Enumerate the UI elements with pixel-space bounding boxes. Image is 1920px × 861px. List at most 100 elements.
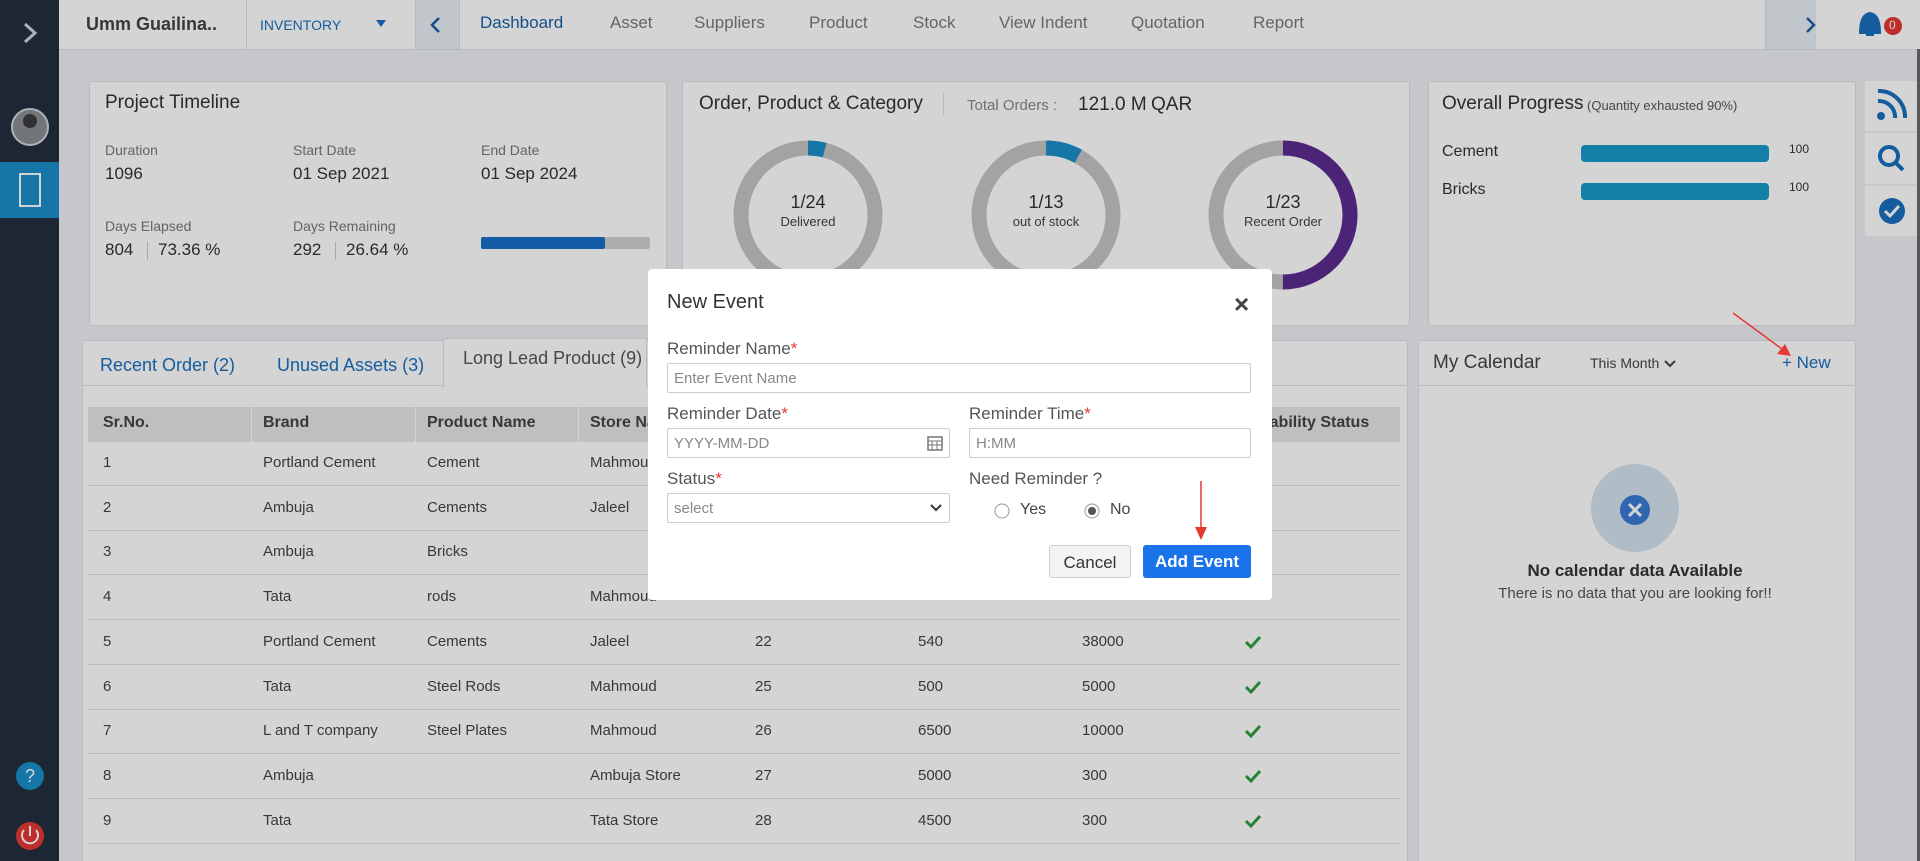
table-cell: 25	[755, 677, 772, 695]
radio[interactable]	[994, 503, 1010, 519]
column-header[interactable]: Sr.No.	[103, 414, 150, 431]
check-icon[interactable]	[1879, 198, 1905, 224]
nav-item[interactable]: Suppliers	[694, 13, 765, 32]
nav-item[interactable]: Quotation	[1131, 13, 1205, 32]
input[interactable]: select	[667, 493, 950, 523]
donut-segment	[733, 140, 883, 290]
total-label: Total Orders :	[967, 97, 1058, 114]
notification-count: 0	[1889, 18, 1896, 32]
table-cell: 4500	[918, 811, 952, 829]
nav-glyphs	[376, 11, 1902, 36]
avatar-head	[23, 114, 37, 128]
table-cell: Portland Cement	[263, 454, 376, 471]
field-label: Start Date	[293, 142, 357, 158]
table-cell: Steel Plates	[427, 722, 508, 740]
table-cell: 2	[103, 498, 112, 516]
calendar-icon	[927, 436, 943, 451]
nav-item[interactable]: Asset	[610, 13, 653, 32]
table-cell: rods	[427, 588, 457, 606]
table-cell: 3	[103, 543, 112, 561]
input[interactable]: YYYY-MM-DD	[667, 428, 950, 458]
card-note: (Quantity exhausted 90%)	[1587, 98, 1738, 113]
field-label: Need Reminder ?	[969, 469, 1103, 488]
nav-prev[interactable]	[415, 0, 460, 49]
table-cell: Jaleel	[590, 632, 630, 650]
column-divider	[251, 407, 252, 442]
table-cell: L and T company	[263, 722, 378, 740]
field-percent: 26.64 %	[346, 240, 409, 259]
column-header[interactable]: Brand	[263, 414, 310, 431]
table-cell: 26	[755, 722, 772, 740]
table-cell: Cement	[427, 454, 480, 471]
close-button[interactable]: ×	[1234, 289, 1250, 319]
field-label: Reminder Time*	[969, 404, 1091, 423]
prev-glyph	[430, 17, 440, 33]
table-cell: 7	[103, 722, 112, 740]
rss-icon[interactable]	[1877, 88, 1908, 120]
placeholder: YYYY-MM-DD	[674, 435, 770, 452]
table-cell: 9	[103, 811, 112, 829]
table-cell: Ambuja Store	[590, 766, 681, 784]
new-event-link[interactable]: + New	[1782, 353, 1831, 372]
radio[interactable]	[1084, 503, 1100, 519]
row-border	[88, 842, 1400, 844]
submit-button[interactable]: Add Event	[1143, 545, 1251, 578]
tab[interactable]: Recent Order (2)	[100, 355, 236, 375]
nav-item[interactable]: View Indent	[999, 13, 1088, 32]
search-icon[interactable]	[1878, 145, 1905, 172]
nav-item[interactable]: Dashboard	[480, 13, 564, 32]
table-cell: Jaleel	[590, 498, 630, 516]
top-nav	[59, 0, 1920, 50]
table-cell: 8	[103, 766, 112, 784]
table-cell: Tata	[263, 588, 292, 606]
table-cell: 300	[1082, 811, 1108, 829]
tab[interactable]: Unused Assets (3)	[277, 355, 425, 375]
progress-fill	[481, 237, 605, 249]
donut-segment	[1208, 140, 1358, 290]
table-cell: 38000	[1082, 632, 1124, 650]
available-check	[1244, 680, 1262, 694]
empty-title: No calendar data Available	[1527, 561, 1743, 580]
row-border	[88, 663, 1400, 665]
nav-item[interactable]: Product	[809, 13, 868, 32]
help-glyph: ?	[25, 766, 35, 786]
nav-next[interactable]	[1765, 0, 1816, 49]
column-divider	[578, 407, 579, 442]
card-title: Overall Progress	[1442, 93, 1584, 114]
card-title: Project Timeline	[105, 92, 241, 113]
row-border	[88, 797, 1400, 799]
radio-label: Yes	[1020, 501, 1047, 518]
column-header[interactable]: Product Name	[427, 414, 536, 431]
progress-value: 100	[1789, 180, 1810, 194]
tab[interactable]: Long Lead Product (9)	[463, 348, 643, 368]
calendar-filter[interactable]: This Month	[1590, 355, 1660, 371]
expand-icon[interactable]	[23, 22, 38, 44]
donut-caption: out of stock	[1012, 214, 1080, 229]
table-cell: 10000	[1082, 722, 1124, 740]
cancel-button[interactable]: Cancel	[1049, 545, 1131, 578]
badge	[1884, 17, 1902, 35]
progress-bar	[1581, 145, 1769, 162]
help-icon[interactable]	[16, 762, 44, 790]
field-value: 01 Sep 2021	[293, 164, 390, 183]
required-mark: *	[790, 339, 798, 358]
nav-item[interactable]: Report	[1253, 13, 1305, 32]
table-cell: 300	[1082, 766, 1108, 784]
table-cell: Cements	[427, 498, 488, 516]
field-value: 804	[105, 240, 134, 259]
active-menu[interactable]	[0, 162, 59, 218]
row-border	[88, 708, 1400, 710]
module-select[interactable]: INVENTORY	[260, 17, 342, 33]
required-mark: *	[1084, 404, 1091, 423]
active-tab[interactable]	[443, 338, 647, 388]
input[interactable]: Enter Event Name	[667, 363, 1251, 393]
nav-item[interactable]: Stock	[913, 13, 956, 32]
field-label: Status*	[667, 469, 722, 488]
caret-glyph	[930, 504, 942, 512]
check-glyph	[1244, 725, 1262, 739]
available-check	[1244, 769, 1262, 784]
building-icon	[19, 173, 41, 207]
input[interactable]: H:MM	[969, 428, 1251, 458]
bell-icon[interactable]	[1858, 11, 1882, 36]
